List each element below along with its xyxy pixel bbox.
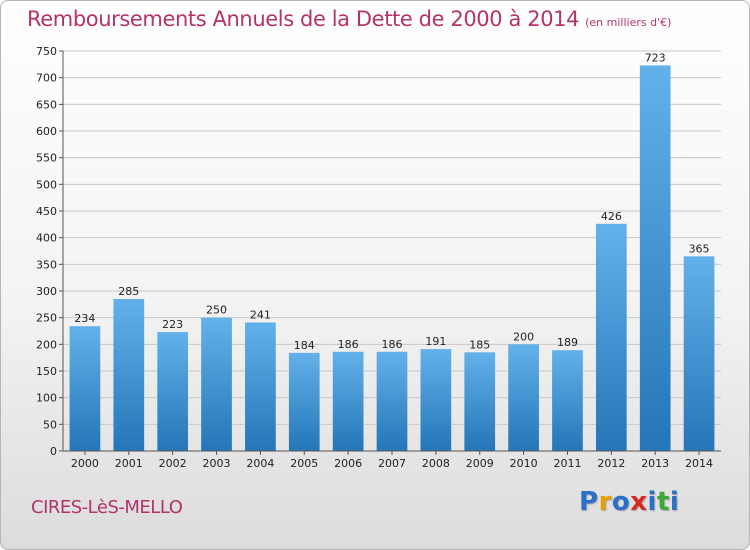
x-tick-label: 2002	[159, 457, 187, 470]
chart-subtitle: (en milliers d'€)	[585, 16, 672, 29]
logo-letter: P	[579, 487, 599, 517]
y-tick-label: 500	[36, 178, 57, 191]
logo-letter: t	[656, 487, 670, 517]
x-tick-label: 2006	[334, 457, 362, 470]
logo-letter: o	[611, 487, 631, 517]
bar	[552, 350, 583, 451]
axes	[59, 50, 721, 455]
bar-value-label: 191	[425, 335, 446, 348]
bar	[201, 317, 232, 451]
y-tick-label: 750	[36, 45, 57, 58]
bar	[245, 322, 276, 451]
bar	[464, 352, 496, 451]
x-tick-label: 2011	[553, 457, 581, 470]
y-tick-label: 100	[36, 392, 57, 405]
logo-letter: r	[598, 487, 612, 517]
logo-letter: i	[647, 487, 657, 517]
bar-value-label: 185	[469, 338, 490, 351]
bar-value-label: 285	[118, 285, 139, 298]
bar	[157, 332, 189, 451]
bar	[69, 326, 101, 451]
bar	[639, 65, 671, 452]
x-tick-label: 2013	[641, 457, 669, 470]
bar-value-label: 365	[689, 242, 710, 255]
x-tick-label: 2007	[378, 457, 406, 470]
x-tick-label: 2010	[510, 457, 538, 470]
bar	[683, 256, 715, 451]
bar	[595, 223, 627, 451]
x-tick-label: 2014	[685, 457, 713, 470]
y-tick-label: 50	[43, 418, 57, 431]
bar	[332, 351, 364, 451]
y-tick-label: 550	[36, 152, 57, 165]
x-tick-label: 2000	[71, 457, 99, 470]
x-tick-label: 2004	[246, 457, 274, 470]
bar-value-label: 189	[557, 336, 578, 349]
bar-value-label: 426	[601, 210, 622, 223]
bar-value-label: 250	[206, 304, 227, 317]
y-tick-label: 450	[36, 205, 57, 218]
commune-name: CIRES-LèS-MELLO	[31, 497, 183, 518]
y-tick-label: 400	[36, 232, 57, 245]
logo-letter: x	[630, 487, 648, 517]
bar-value-label: 200	[513, 330, 534, 343]
y-tick-label: 150	[36, 365, 57, 378]
title-text: Remboursements Annuels de la Dette de 20…	[27, 7, 580, 31]
bar	[376, 351, 408, 451]
bar	[113, 299, 145, 451]
y-tick-label: 250	[36, 312, 57, 325]
bar-value-label: 241	[250, 308, 271, 321]
logo-letter: i	[669, 487, 680, 517]
y-tick-label: 700	[36, 72, 57, 85]
bar-value-label: 223	[162, 318, 183, 331]
y-tick-label: 650	[36, 98, 57, 111]
bar-value-label: 184	[294, 339, 315, 352]
y-tick-label: 300	[36, 285, 57, 298]
chart-title: Remboursements Annuels de la Dette de 20…	[27, 7, 671, 31]
y-tick-label: 350	[36, 258, 57, 271]
bar	[420, 349, 452, 451]
bar-value-label: 186	[382, 338, 403, 351]
x-tick-label: 2001	[115, 457, 143, 470]
x-tick-label: 2009	[466, 457, 494, 470]
proxiti-logo[interactable]: Proxiti	[579, 487, 679, 517]
x-tick-label: 2008	[422, 457, 450, 470]
x-tick-label: 2003	[203, 457, 231, 470]
bars	[69, 65, 715, 452]
bar-value-label: 723	[645, 51, 666, 64]
y-tick-label: 600	[36, 125, 57, 138]
bar	[288, 352, 320, 451]
bar	[508, 344, 539, 451]
bar-value-label: 186	[338, 338, 359, 351]
x-tick-label: 2005	[290, 457, 318, 470]
labels: 0 50 100 150 200 250 300 350 400 450 500 550 600 650 7…	[36, 45, 713, 470]
x-tick-label: 2012	[597, 457, 625, 470]
bar-value-label: 234	[74, 312, 95, 325]
y-tick-label: 200	[36, 338, 57, 351]
y-tick-label: 0	[50, 445, 57, 458]
